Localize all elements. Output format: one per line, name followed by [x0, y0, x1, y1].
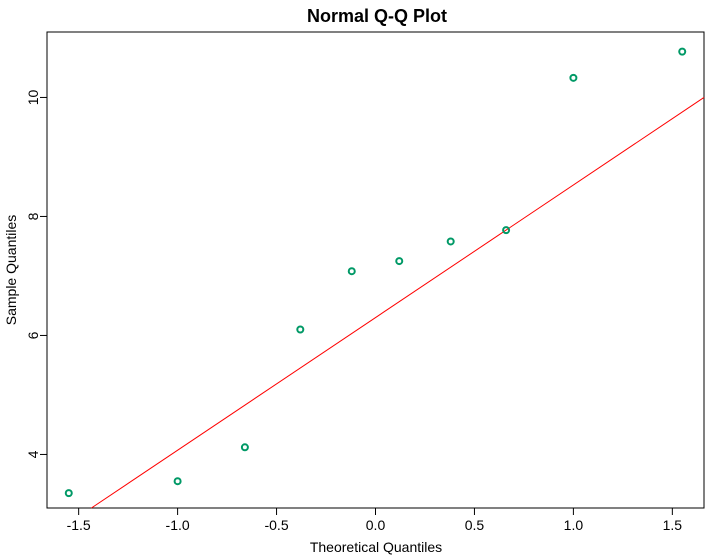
x-tick-label: 1.5 — [663, 517, 683, 533]
data-point — [173, 477, 182, 486]
x-axis: -1.5 -1.0 -0.5 0.0 0.5 1.0 1.5 — [67, 508, 683, 533]
data-point — [395, 257, 404, 266]
data-point — [446, 237, 455, 246]
data-point — [347, 267, 356, 276]
x-tick-label: 0.5 — [465, 517, 485, 533]
data-point — [502, 226, 511, 235]
chart-title: Normal Q-Q Plot — [307, 6, 447, 26]
y-tick-label: 10 — [25, 89, 41, 105]
y-tick-label: 8 — [25, 212, 41, 220]
data-point — [240, 443, 249, 452]
x-tick-label: -1.0 — [166, 517, 190, 533]
y-axis: 4 6 8 10 — [25, 89, 47, 458]
data-point — [569, 73, 578, 82]
points-layer — [64, 47, 687, 498]
x-tick-label: 0.0 — [366, 517, 386, 533]
plot-area — [46, 31, 705, 509]
data-point — [296, 325, 305, 334]
reference-line — [91, 97, 705, 509]
x-axis-label: Theoretical Quantiles — [310, 539, 442, 555]
y-tick-label: 4 — [25, 450, 41, 458]
x-tick-label: -1.5 — [67, 517, 91, 533]
data-point — [678, 47, 687, 56]
x-tick-label: 1.0 — [564, 517, 584, 533]
x-tick-label: -0.5 — [264, 517, 288, 533]
plot-frame — [46, 31, 705, 509]
y-tick-label: 6 — [25, 331, 41, 339]
y-axis-label: Sample Quantiles — [3, 215, 19, 326]
data-point — [64, 489, 73, 498]
